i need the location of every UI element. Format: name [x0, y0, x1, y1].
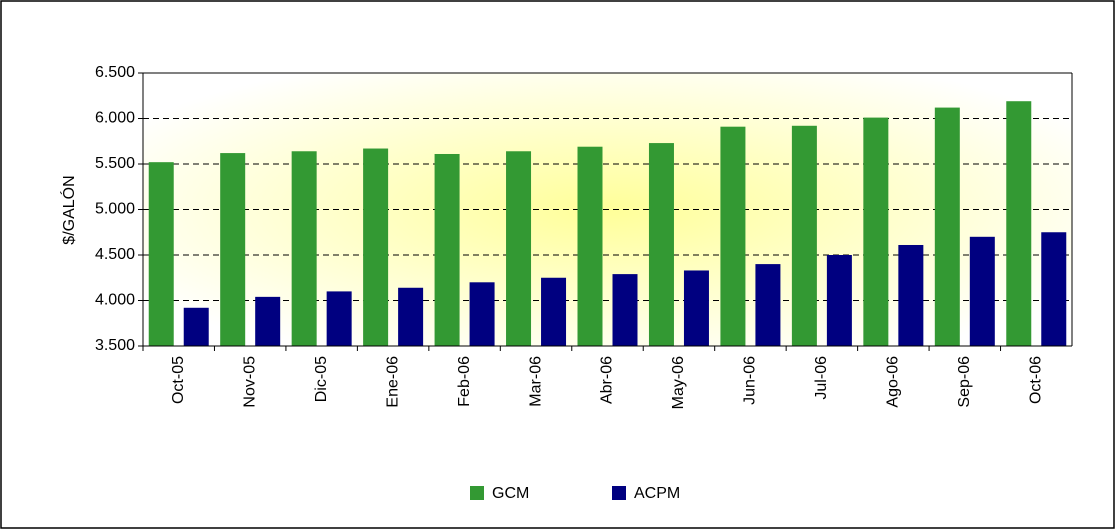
- bar: [255, 296, 281, 346]
- bar: [506, 151, 532, 346]
- bar: [541, 277, 567, 346]
- y-tick-label: 6.000: [95, 110, 135, 127]
- x-tick-label: Oct-06: [1027, 356, 1044, 404]
- bar: [469, 282, 495, 346]
- y-tick-label: 4.000: [95, 292, 135, 309]
- y-tick-label: 5.000: [95, 201, 135, 218]
- bar: [683, 270, 709, 346]
- bar: [898, 244, 924, 346]
- bar: [826, 255, 852, 346]
- bar: [648, 143, 674, 346]
- bar: [755, 264, 781, 346]
- bar: [577, 146, 603, 346]
- y-tick-label: 6.500: [95, 64, 135, 81]
- x-tick-label: Abr-06: [599, 356, 616, 404]
- legend-label: ACPM: [634, 485, 680, 502]
- bar: [148, 162, 174, 346]
- bar: [291, 151, 317, 346]
- x-tick-label: Sep-06: [956, 356, 973, 408]
- x-tick-label: Feb-06: [456, 356, 473, 407]
- x-tick-label: Mar-06: [527, 356, 544, 407]
- bar: [398, 287, 424, 346]
- bar: [183, 307, 209, 346]
- bar: [363, 148, 389, 346]
- legend-swatch: [470, 486, 484, 500]
- bar: [863, 117, 889, 346]
- x-tick-label: Oct-05: [170, 356, 187, 404]
- y-tick-label: 4.500: [95, 246, 135, 263]
- bar: [934, 107, 960, 346]
- bar: [220, 153, 246, 346]
- y-tick-label: 3.500: [95, 337, 135, 354]
- bar: [434, 153, 460, 346]
- bar: [1006, 101, 1032, 347]
- y-tick-label: 5.500: [95, 155, 135, 172]
- x-tick-label: Nov-05: [241, 356, 258, 408]
- bar: [969, 236, 995, 346]
- bar: [791, 125, 817, 346]
- legend-label: GCM: [492, 485, 529, 502]
- x-tick-label: Jul-06: [813, 356, 830, 400]
- bar: [612, 274, 638, 346]
- bar: [326, 291, 352, 346]
- x-tick-label: May-06: [670, 356, 687, 409]
- x-tick-label: Ene-06: [384, 356, 401, 408]
- y-axis-label: $/GALÓN: [59, 175, 78, 244]
- x-tick-label: Jun-06: [742, 356, 759, 405]
- bar: [720, 126, 746, 346]
- legend-swatch: [612, 486, 626, 500]
- x-tick-label: Ago-06: [885, 356, 902, 408]
- bar: [1041, 232, 1067, 346]
- x-tick-label: Dic-05: [313, 356, 330, 402]
